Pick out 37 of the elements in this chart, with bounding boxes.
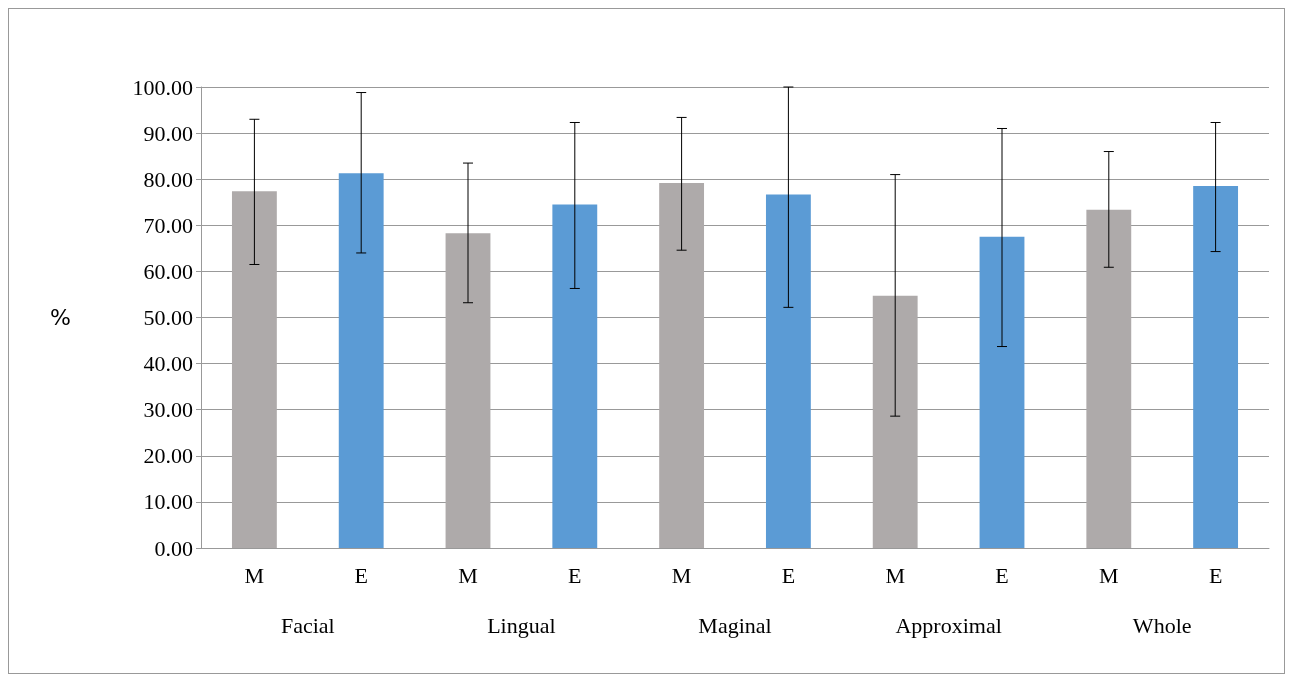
text: Whole [1132, 612, 1192, 638]
x-tick-label: E [995, 562, 1009, 588]
x-tick-label: M [458, 562, 478, 588]
bar [552, 204, 598, 548]
x-tick-label: E [354, 562, 368, 588]
x-tick-label: M [1099, 562, 1119, 588]
text: Lingual [487, 612, 556, 638]
x-tick-label: M [885, 562, 905, 588]
y-tick-label: 0.00 [154, 535, 193, 561]
y-tick-label: 60.00 [143, 258, 193, 284]
text: Facial [280, 612, 335, 638]
y-tick-label: 40.00 [143, 351, 193, 377]
bar [1086, 209, 1132, 548]
bar [445, 233, 491, 548]
y-tick-label: 50.00 [143, 305, 193, 330]
bar [338, 173, 384, 548]
bar [765, 194, 811, 548]
bar [231, 191, 277, 548]
x-tick-label: M [671, 562, 692, 588]
bar [979, 236, 1025, 548]
bar [659, 182, 705, 548]
y-tick-label: 90.00 [143, 120, 193, 146]
x-tick-label: E [781, 562, 796, 588]
y-tick-label: 30.00 [143, 397, 193, 423]
y-tick-label: 100.00 [132, 74, 193, 100]
text: Maginal [698, 612, 772, 638]
bar [872, 295, 918, 548]
y-tick-label: 20.00 [143, 443, 193, 469]
x-tick-label: E [1208, 562, 1223, 588]
y-axis-title: % [50, 305, 71, 330]
y-tick-label: 10.00 [143, 489, 193, 515]
y-tick-label: 80.00 [143, 166, 193, 192]
text: Approximal [895, 612, 1002, 638]
x-tick-label: M [244, 562, 265, 588]
x-tick-label: E [568, 562, 582, 588]
bar [1193, 186, 1239, 548]
y-tick-label: 70.00 [143, 212, 193, 238]
